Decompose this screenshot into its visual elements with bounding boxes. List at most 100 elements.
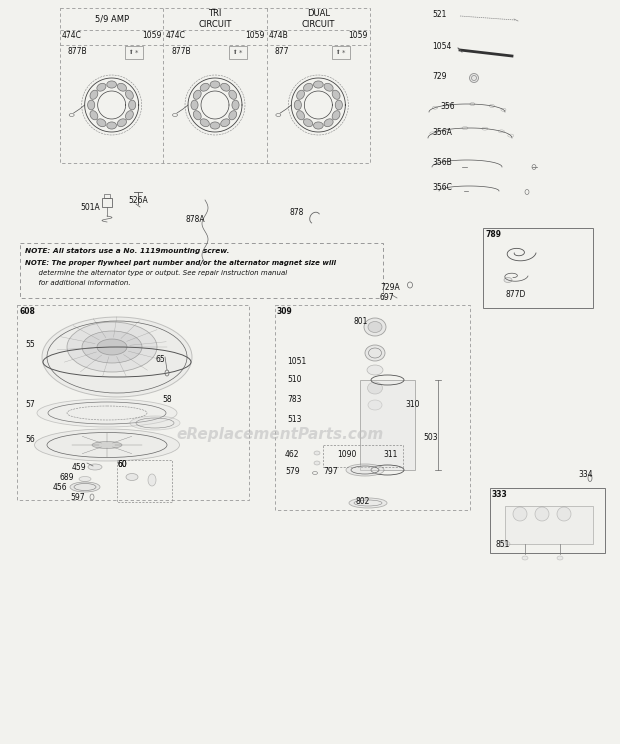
Text: 356A: 356A: [432, 128, 452, 137]
Ellipse shape: [90, 90, 98, 100]
Text: eReplacementParts.com: eReplacementParts.com: [176, 428, 384, 443]
Text: determine the alternator type or output. See repair instruction manual: determine the alternator type or output.…: [25, 270, 287, 276]
Ellipse shape: [304, 119, 312, 126]
Ellipse shape: [332, 111, 340, 120]
Ellipse shape: [304, 83, 312, 92]
Bar: [360, 380, 415, 470]
Bar: [275, 305, 470, 510]
Ellipse shape: [67, 322, 157, 372]
Ellipse shape: [324, 119, 333, 126]
Text: 462: 462: [285, 450, 299, 459]
Bar: [229, 46, 247, 59]
Ellipse shape: [97, 83, 106, 92]
Ellipse shape: [126, 473, 138, 481]
Text: 689: 689: [60, 473, 74, 482]
Bar: [102, 198, 112, 207]
Ellipse shape: [229, 111, 237, 120]
Text: 801: 801: [353, 317, 368, 326]
Ellipse shape: [294, 100, 301, 110]
Text: 526A: 526A: [128, 196, 148, 205]
Text: 851: 851: [495, 540, 510, 549]
Text: 356: 356: [440, 102, 454, 111]
Text: ⬆: ⬆: [335, 50, 340, 55]
Ellipse shape: [513, 507, 527, 521]
Ellipse shape: [210, 81, 220, 88]
Ellipse shape: [314, 122, 323, 129]
Text: 56: 56: [25, 435, 35, 444]
Ellipse shape: [522, 556, 528, 560]
Bar: [332, 46, 350, 59]
Ellipse shape: [368, 400, 382, 410]
Ellipse shape: [221, 83, 230, 92]
Text: 57: 57: [25, 400, 35, 409]
Ellipse shape: [70, 482, 100, 492]
Text: 877B: 877B: [68, 47, 87, 56]
Bar: [490, 488, 605, 553]
Text: 5/9 AMP: 5/9 AMP: [95, 14, 129, 24]
Ellipse shape: [92, 441, 122, 449]
Text: 783: 783: [287, 395, 301, 404]
Text: 1051: 1051: [287, 357, 306, 366]
Text: 60: 60: [117, 460, 126, 469]
Text: ⬆: ⬆: [232, 50, 236, 55]
Ellipse shape: [314, 461, 320, 465]
Text: 65: 65: [155, 355, 165, 364]
Text: 1090: 1090: [337, 450, 356, 459]
Text: 789: 789: [485, 230, 501, 239]
Ellipse shape: [130, 416, 180, 430]
Ellipse shape: [364, 318, 386, 336]
Text: 878: 878: [290, 208, 304, 217]
Ellipse shape: [107, 81, 117, 88]
Text: DUAL
CIRCUIT: DUAL CIRCUIT: [302, 9, 335, 29]
Ellipse shape: [117, 119, 126, 126]
Text: 1059: 1059: [142, 31, 161, 40]
Text: 510: 510: [287, 375, 301, 384]
Bar: [125, 46, 143, 59]
Text: 1059: 1059: [246, 31, 265, 40]
Text: 521: 521: [432, 10, 446, 19]
Ellipse shape: [324, 83, 333, 92]
Text: 503: 503: [423, 433, 438, 442]
Text: 1059: 1059: [348, 31, 368, 40]
Text: 459: 459: [72, 463, 87, 472]
Ellipse shape: [229, 90, 237, 100]
Text: 878A: 878A: [185, 215, 205, 224]
Text: 356C: 356C: [432, 183, 452, 192]
Ellipse shape: [346, 464, 384, 476]
Ellipse shape: [210, 122, 220, 129]
Ellipse shape: [79, 476, 91, 481]
Bar: [117, 460, 172, 502]
Text: 608: 608: [19, 307, 35, 316]
Text: 60: 60: [117, 460, 126, 469]
Ellipse shape: [557, 507, 571, 521]
Ellipse shape: [296, 90, 304, 100]
Ellipse shape: [87, 100, 95, 110]
Ellipse shape: [107, 122, 117, 129]
Text: 579: 579: [285, 467, 299, 476]
Text: 513: 513: [287, 415, 301, 424]
Text: 309: 309: [277, 307, 293, 316]
Ellipse shape: [148, 474, 156, 486]
Ellipse shape: [367, 365, 383, 375]
Text: 58: 58: [162, 395, 172, 404]
Ellipse shape: [469, 74, 479, 83]
Ellipse shape: [332, 90, 340, 100]
Ellipse shape: [128, 100, 136, 110]
Ellipse shape: [314, 81, 323, 88]
Bar: [20, 243, 383, 298]
Text: NOTE: All stators use a No. 1119mounting screw.: NOTE: All stators use a No. 1119mounting…: [25, 248, 229, 254]
Ellipse shape: [88, 464, 102, 470]
Bar: [505, 506, 593, 544]
Bar: [483, 228, 593, 308]
Text: 311: 311: [383, 450, 397, 459]
Text: 334: 334: [578, 470, 593, 479]
Ellipse shape: [191, 100, 198, 110]
Text: *: *: [342, 50, 345, 56]
Text: 729A: 729A: [380, 283, 400, 292]
Text: *: *: [135, 50, 139, 56]
Ellipse shape: [368, 321, 382, 333]
Ellipse shape: [557, 556, 563, 560]
Text: 333: 333: [492, 490, 508, 499]
Ellipse shape: [335, 100, 342, 110]
Text: 501A: 501A: [80, 203, 100, 212]
